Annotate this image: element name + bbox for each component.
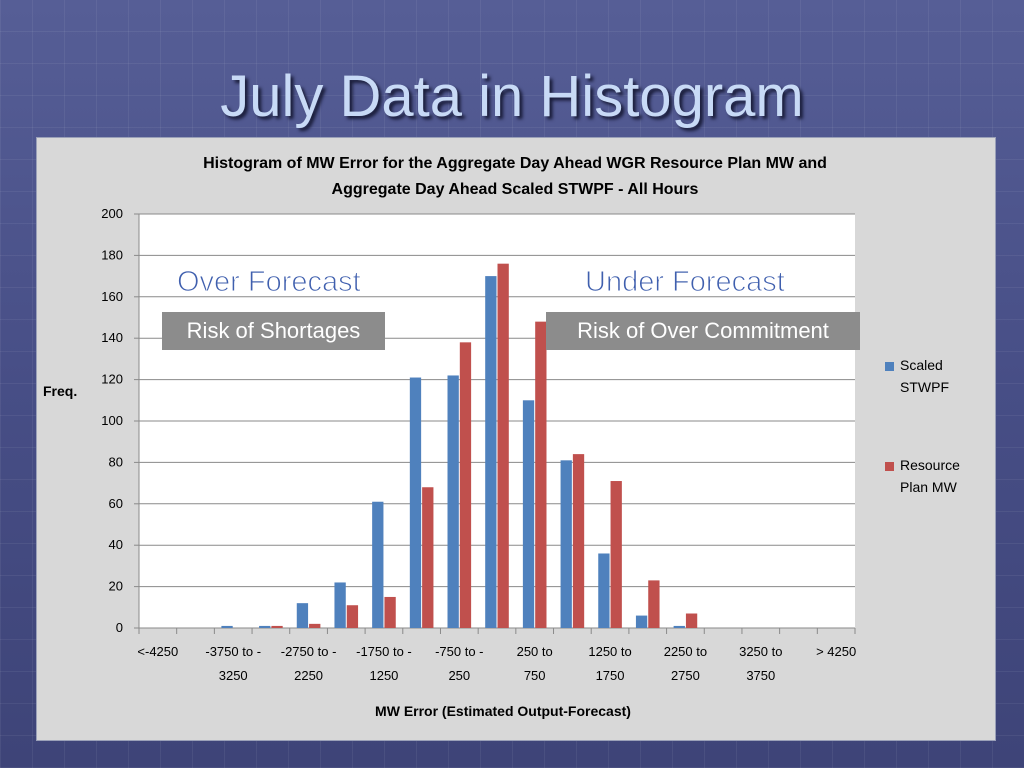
bar-resource-plan bbox=[459, 342, 472, 628]
legend-swatch bbox=[885, 462, 894, 471]
over-forecast-heading: Over Forecast bbox=[177, 266, 362, 299]
chart-title: Histogram of MW Error for the Aggregate … bbox=[203, 155, 827, 172]
chart-title: Aggregate Day Ahead Scaled STWPF - All H… bbox=[332, 181, 699, 198]
y-tick-label: 80 bbox=[109, 454, 123, 469]
bar-scaled-stwpf bbox=[635, 615, 648, 628]
bar-scaled-stwpf bbox=[522, 400, 535, 628]
x-tick-label: 3250 bbox=[219, 668, 248, 683]
x-tick-label: -3750 to - bbox=[205, 644, 261, 659]
risk-shortages-box: Risk of Shortages bbox=[162, 312, 385, 350]
x-tick-label: <-4250 bbox=[137, 644, 178, 659]
under-forecast-heading: Under Forecast bbox=[585, 266, 786, 299]
x-tick-label: 1750 bbox=[596, 668, 625, 683]
bar-resource-plan bbox=[497, 263, 509, 628]
bar-scaled-stwpf bbox=[447, 375, 459, 628]
bar-scaled-stwpf bbox=[296, 603, 309, 628]
legend-swatch bbox=[885, 362, 894, 371]
bar-scaled-stwpf bbox=[372, 501, 384, 628]
x-tick-label: 1250 to bbox=[588, 644, 631, 659]
x-tick-label: 250 bbox=[448, 668, 470, 683]
y-axis-label: Freq. bbox=[43, 383, 77, 399]
bar-scaled-stwpf bbox=[221, 625, 233, 628]
bar-resource-plan bbox=[572, 454, 585, 628]
bar-resource-plan bbox=[309, 623, 321, 628]
bar-scaled-stwpf bbox=[485, 276, 497, 628]
x-tick-label: 3250 to bbox=[739, 644, 782, 659]
x-tick-label: -2750 to - bbox=[281, 644, 337, 659]
y-tick-label: 40 bbox=[109, 537, 123, 552]
bar-scaled-stwpf bbox=[598, 553, 610, 628]
bar-resource-plan bbox=[271, 625, 283, 628]
x-tick-label: 2750 bbox=[671, 668, 700, 683]
y-tick-label: 140 bbox=[101, 330, 123, 345]
bar-scaled-stwpf bbox=[259, 625, 271, 628]
chart-frame: 0 20 40 60 80 100 120 140 160 180 200 <-4250 -3750 t… bbox=[36, 137, 996, 741]
bar-scaled-stwpf bbox=[334, 582, 346, 628]
y-tick-label: 60 bbox=[109, 496, 123, 511]
x-tick-label: -1750 to - bbox=[356, 644, 412, 659]
bar-resource-plan bbox=[648, 580, 660, 628]
bar-resource-plan bbox=[384, 596, 396, 628]
slide-title: July Data in Histogram bbox=[220, 64, 804, 129]
histogram-chart: 0 20 40 60 80 100 120 140 160 180 200 <-4250 -3750 t… bbox=[43, 155, 960, 719]
legend-label: Plan MW bbox=[900, 479, 958, 495]
y-tick-label: 0 bbox=[116, 620, 123, 635]
x-tick-label: 3750 bbox=[746, 668, 775, 683]
x-tick-label: 250 to bbox=[517, 644, 553, 659]
y-tick-label: 200 bbox=[101, 206, 123, 221]
bar-scaled-stwpf bbox=[673, 625, 685, 628]
bar-resource-plan bbox=[422, 487, 434, 628]
legend-label: STWPF bbox=[900, 379, 949, 395]
legend-label: Resource bbox=[900, 457, 960, 473]
x-tick-label: 1250 bbox=[369, 668, 398, 683]
risk-over-commitment-box: Risk of Over Commitment bbox=[546, 312, 860, 350]
y-tick-label: 120 bbox=[101, 372, 123, 387]
x-axis-label: MW Error (Estimated Output-Forecast) bbox=[375, 703, 631, 719]
x-tick-label: > 4250 bbox=[816, 644, 856, 659]
y-tick-label: 180 bbox=[101, 247, 123, 262]
x-tick-label: 750 bbox=[524, 668, 546, 683]
bar-scaled-stwpf bbox=[409, 377, 422, 628]
bar-resource-plan bbox=[535, 321, 547, 628]
x-tick-label: -750 to - bbox=[435, 644, 483, 659]
y-tick-label: 160 bbox=[101, 289, 123, 304]
legend-label: Scaled bbox=[900, 357, 943, 373]
y-tick-label: 100 bbox=[101, 413, 123, 428]
bar-resource-plan bbox=[610, 481, 622, 628]
x-tick-label: 2250 to bbox=[664, 644, 707, 659]
bar-scaled-stwpf bbox=[560, 460, 572, 628]
y-tick-label: 20 bbox=[109, 579, 123, 594]
x-tick-label: 2250 bbox=[294, 668, 323, 683]
bar-resource-plan bbox=[346, 605, 359, 628]
bar-resource-plan bbox=[685, 613, 698, 628]
